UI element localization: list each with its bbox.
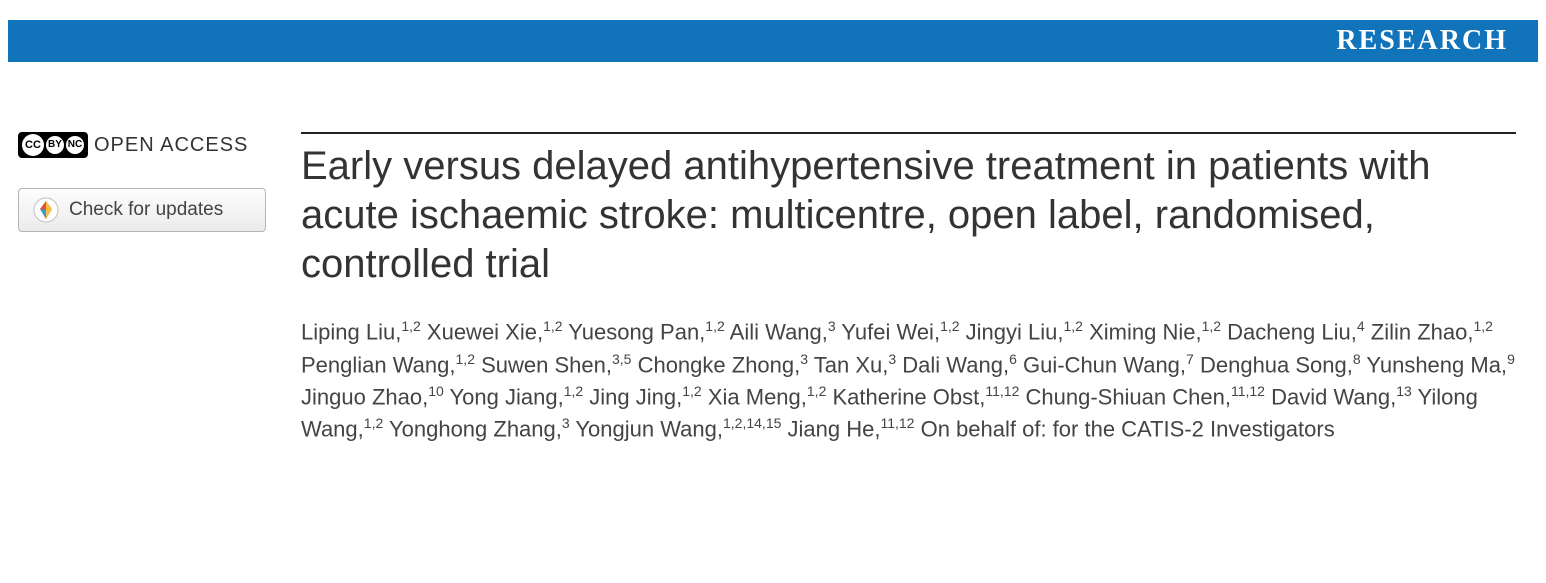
author: Ximing Nie, — [1089, 320, 1201, 345]
author-affiliation: 8 — [1353, 351, 1361, 367]
author-affiliation: 11,12 — [880, 415, 914, 431]
author-affiliation: 10 — [428, 383, 444, 399]
cc-icon: CC — [22, 134, 44, 156]
author-affiliation: 11,12 — [1231, 383, 1265, 399]
author: Yuesong Pan, — [568, 320, 705, 345]
author-affiliation: 1,2 — [456, 351, 475, 367]
author: Tan Xu, — [814, 352, 889, 377]
author-affiliation: 1,2 — [401, 318, 420, 334]
author: Liping Liu, — [301, 320, 401, 345]
author-affiliation: 1,2 — [543, 318, 562, 334]
author: Penglian Wang, — [301, 352, 456, 377]
author: Zilin Zhao, — [1371, 320, 1474, 345]
author-affiliation: 4 — [1357, 318, 1365, 334]
author-affiliation: 1,2 — [1473, 318, 1492, 334]
author: Yunsheng Ma, — [1366, 352, 1507, 377]
author-affiliation: 1,2 — [1202, 318, 1221, 334]
author-affiliation: 1,2 — [940, 318, 959, 334]
sidebar: CC BY NC OPEN ACCESS Check for updates — [18, 132, 273, 445]
author: Jingyi Liu, — [966, 320, 1064, 345]
section-header-bar: RESEARCH — [8, 20, 1538, 62]
author: Chongke Zhong, — [638, 352, 801, 377]
author: Dacheng Liu, — [1227, 320, 1357, 345]
article-main: Early versus delayed antihypertensive tr… — [301, 132, 1516, 445]
author: Gui-Chun Wang, — [1023, 352, 1186, 377]
author-affiliation: 9 — [1507, 351, 1515, 367]
content-area: CC BY NC OPEN ACCESS Check for updates E… — [0, 62, 1546, 475]
author-affiliation: 13 — [1396, 383, 1412, 399]
author: Yongjun Wang, — [575, 416, 723, 441]
author: Xia Meng, — [708, 384, 807, 409]
author: David Wang, — [1271, 384, 1396, 409]
on-behalf-text: On behalf of: for the CATIS-2 Investigat… — [921, 416, 1335, 441]
author-affiliation: 1,2 — [682, 383, 701, 399]
author-affiliation: 6 — [1009, 351, 1017, 367]
open-access-label: OPEN ACCESS — [94, 134, 248, 157]
article-title: Early versus delayed antihypertensive tr… — [301, 142, 1516, 288]
author-affiliation: 1,2 — [364, 415, 383, 431]
check-updates-button[interactable]: Check for updates — [18, 188, 266, 232]
author: Yonghong Zhang, — [389, 416, 562, 441]
author: Yong Jiang, — [450, 384, 564, 409]
check-updates-label: Check for updates — [69, 199, 223, 221]
cc-license-icon: CC BY NC — [18, 132, 88, 158]
author-affiliation: 11,12 — [985, 383, 1019, 399]
author: Katherine Obst, — [832, 384, 985, 409]
author: Jinguo Zhao, — [301, 384, 428, 409]
author-affiliation: 1,2 — [705, 318, 724, 334]
author: Xuewei Xie, — [427, 320, 543, 345]
section-label: RESEARCH — [1336, 25, 1508, 57]
author: Suwen Shen, — [481, 352, 612, 377]
author-affiliation: 1,2 — [564, 383, 583, 399]
author: Jiang He, — [788, 416, 881, 441]
crossmark-icon — [33, 197, 59, 223]
author-affiliation: 3 — [562, 415, 570, 431]
author: Denghua Song, — [1200, 352, 1353, 377]
open-access-badge: CC BY NC OPEN ACCESS — [18, 132, 273, 158]
author: Yufei Wei, — [841, 320, 940, 345]
author: Jing Jing, — [589, 384, 682, 409]
by-icon: BY — [46, 136, 64, 154]
author-affiliation: 1,2 — [807, 383, 826, 399]
author-affiliation: 3 — [800, 351, 808, 367]
nc-icon: NC — [66, 136, 84, 154]
author-affiliation: 3 — [888, 351, 896, 367]
author-affiliation: 1,2 — [1064, 318, 1083, 334]
author: Dali Wang, — [902, 352, 1009, 377]
author-affiliation: 1,2,14,15 — [723, 415, 781, 431]
author-affiliation: 3,5 — [612, 351, 631, 367]
author-affiliation: 7 — [1186, 351, 1194, 367]
author: Chung-Shiuan Chen, — [1025, 384, 1230, 409]
author: Aili Wang, — [730, 320, 828, 345]
author-affiliation: 3 — [828, 318, 836, 334]
author-list: Liping Liu,1,2 Xuewei Xie,1,2 Yuesong Pa… — [301, 316, 1516, 445]
